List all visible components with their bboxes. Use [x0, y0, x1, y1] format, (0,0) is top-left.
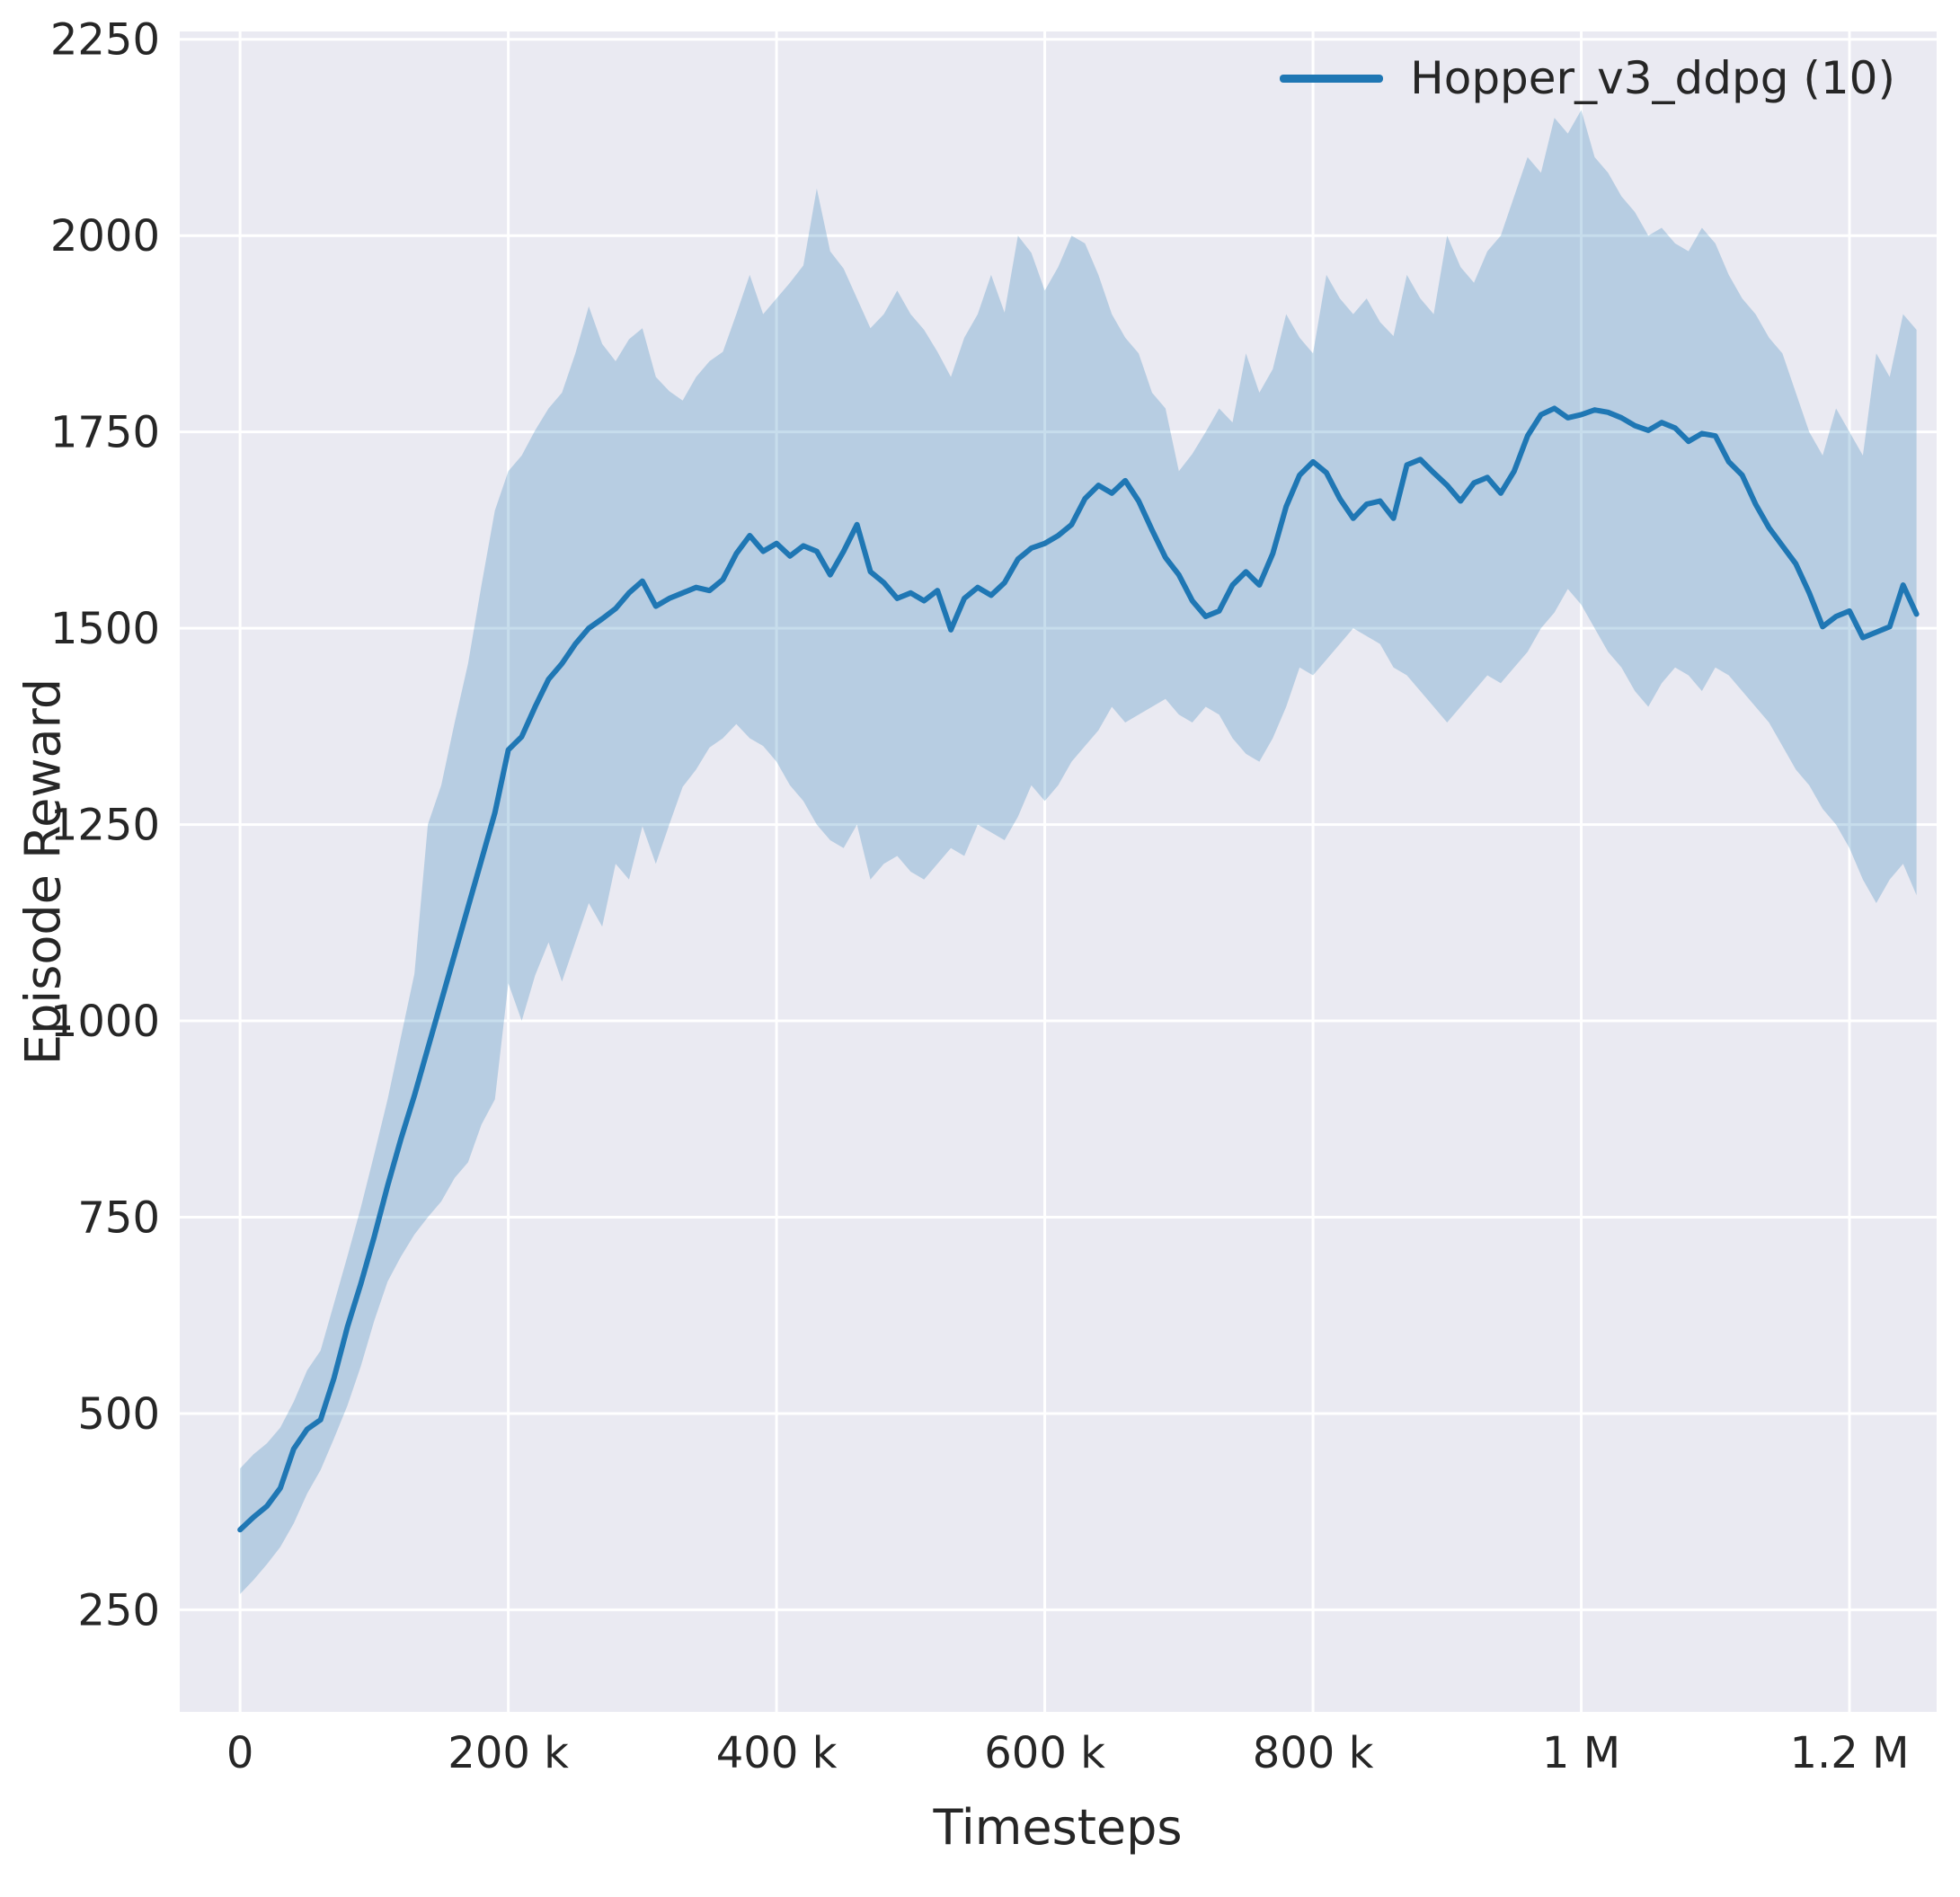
- x-tick-label: 200 k: [448, 1728, 569, 1778]
- y-tick-label: 2250: [50, 15, 160, 66]
- x-tick-label: 600 k: [984, 1728, 1105, 1778]
- x-tick-label: 800 k: [1253, 1728, 1374, 1778]
- y-tick-label: 1250: [50, 801, 160, 851]
- x-tick-label: 1 M: [1542, 1728, 1620, 1778]
- y-tick-label: 1500: [50, 604, 160, 654]
- x-axis-label: Timesteps: [933, 1799, 1183, 1856]
- x-tick-label: 0: [226, 1728, 254, 1778]
- y-axis-label: Episode Reward: [14, 678, 72, 1066]
- mean-reward-line: [237, 405, 1920, 1533]
- y-tick-label: 1000: [50, 997, 160, 1047]
- x-tick-label: 1.2 M: [1789, 1728, 1909, 1778]
- y-tick-label: 250: [77, 1585, 160, 1635]
- y-tick-label: 2000: [50, 211, 160, 262]
- y-tick-label: 500: [77, 1389, 160, 1440]
- y-tick-label: 1750: [50, 408, 160, 458]
- axes-background: [180, 31, 1937, 1712]
- legend-line-sample: [1280, 74, 1384, 83]
- legend-series-label: Hopper_v3_ddpg (10): [1410, 52, 1895, 104]
- legend: Hopper_v3_ddpg (10): [1280, 52, 1895, 104]
- confidence-band: [240, 110, 1917, 1594]
- y-tick-label: 750: [77, 1192, 160, 1243]
- x-tick-label: 400 k: [716, 1728, 838, 1778]
